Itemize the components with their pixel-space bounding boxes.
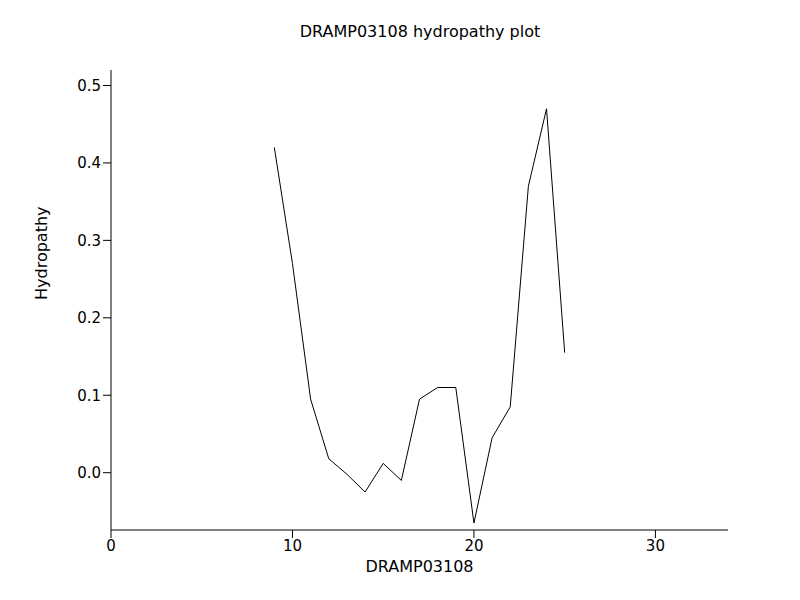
svg-text:0.0: 0.0 (77, 464, 101, 482)
html-text:DRAMP03108 hydropathy plot: DRAMP03108 hydropathy plot (299, 22, 541, 41)
svg-text:10: 10 (283, 537, 302, 555)
svg-text:0.4: 0.4 (77, 154, 101, 172)
svg-text:0: 0 (106, 537, 116, 555)
svg-text:Hydropathy: Hydropathy (32, 206, 51, 300)
svg-text:0.3: 0.3 (77, 232, 101, 250)
svg-text:DRAMP03108: DRAMP03108 (365, 557, 473, 576)
svg-text:0.2: 0.2 (77, 309, 101, 327)
svg-text:0.1: 0.1 (77, 387, 101, 405)
svg-text:20: 20 (464, 537, 483, 555)
svg-text:0.5: 0.5 (77, 77, 101, 95)
svg-text:30: 30 (646, 537, 665, 555)
